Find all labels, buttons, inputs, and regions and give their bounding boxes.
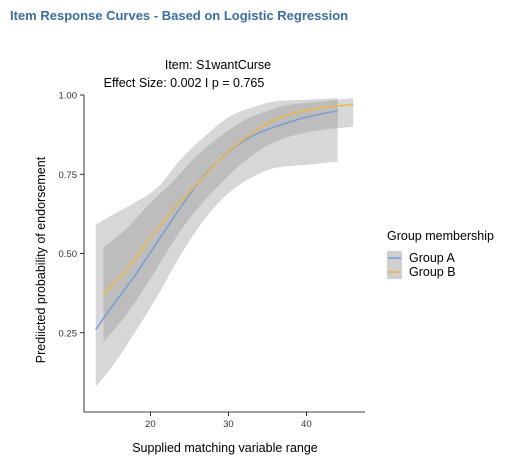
- confidence-band-group-b: [103, 98, 354, 343]
- x-tick-label: 40: [301, 419, 312, 430]
- y-axis-label: Prediicted probability of endorsement: [34, 156, 48, 363]
- confidence-band-group-a: [95, 98, 338, 387]
- series-lines: [95, 103, 354, 331]
- series-line-group-b: [102, 103, 354, 296]
- axes: 0.25 0.50 0.75 1.00 20 30 40: [59, 91, 365, 430]
- y-tick-label: 0.75: [59, 170, 78, 181]
- legend-label: Group B: [409, 265, 456, 279]
- page-title: Item Response Curves - Based on Logistic…: [10, 8, 349, 23]
- chart-title: Item: S1wantCurse: [165, 58, 271, 72]
- x-axis-label: Supplied matching variable range: [132, 441, 318, 455]
- chart-subtitle: Effect Size: 0.002 I p = 0.765: [104, 76, 265, 90]
- confidence-bands: [95, 98, 354, 387]
- legend-title: Group membership: [387, 229, 494, 243]
- y-tick-label: 0.50: [59, 249, 78, 260]
- y-tick-label: 1.00: [59, 91, 78, 102]
- y-tick-label: 0.25: [59, 328, 78, 339]
- legend-label: Group A: [409, 251, 456, 265]
- x-tick-label: 30: [223, 419, 234, 430]
- x-tick-label: 20: [145, 419, 156, 430]
